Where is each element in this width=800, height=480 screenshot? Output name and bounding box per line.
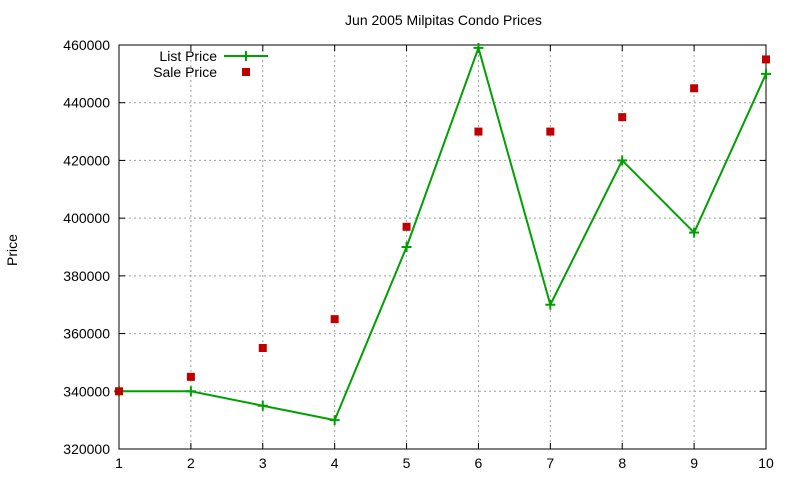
list-price-point bbox=[401, 242, 412, 252]
list-price-point bbox=[257, 400, 268, 411]
x-tick-label: 9 bbox=[690, 455, 698, 471]
sale-price-point bbox=[690, 84, 699, 93]
x-tick-label: 8 bbox=[618, 455, 626, 471]
sale-price-point bbox=[546, 127, 555, 136]
list-price-point bbox=[761, 68, 771, 79]
list-price-point bbox=[545, 299, 556, 310]
legend-label-list-price: List Price bbox=[159, 48, 217, 64]
x-tick-label: 10 bbox=[758, 455, 774, 471]
list-price-point bbox=[473, 42, 484, 53]
sale-price-point bbox=[330, 315, 339, 324]
x-tick-label: 1 bbox=[115, 455, 123, 471]
x-tick-label: 6 bbox=[475, 455, 483, 471]
y-tick-label: 420000 bbox=[63, 152, 110, 168]
y-tick-label: 380000 bbox=[63, 268, 110, 284]
list-price-point bbox=[185, 386, 196, 397]
legend-marker-list-price bbox=[241, 51, 251, 61]
axis-ticks: 1 2 3 4 5 6 7 8 9 10 320000 340000 360000 380000 40000… bbox=[63, 37, 774, 471]
x-tick-label: 5 bbox=[403, 455, 411, 471]
list-price-point bbox=[329, 415, 340, 426]
sale-price-point bbox=[115, 387, 123, 396]
y-tick-label: 440000 bbox=[63, 95, 110, 111]
x-tick-label: 7 bbox=[546, 455, 554, 471]
sale-price-point bbox=[402, 222, 411, 231]
sale-price-point bbox=[258, 344, 267, 352]
plot-frame bbox=[118, 44, 767, 450]
list-price-point bbox=[617, 155, 628, 166]
legend-label-sale-price: Sale Price bbox=[153, 64, 217, 80]
y-tick-label: 400000 bbox=[63, 210, 110, 226]
x-tick-label: 4 bbox=[331, 455, 339, 471]
y-tick-label: 340000 bbox=[63, 383, 110, 399]
y-tick-label: 320000 bbox=[63, 441, 110, 457]
x-tick-label: 2 bbox=[187, 455, 195, 471]
x-tick-label: 3 bbox=[259, 455, 267, 471]
list-price-point bbox=[689, 227, 700, 238]
sale-price-point bbox=[474, 127, 483, 136]
y-tick-label: 360000 bbox=[63, 326, 110, 342]
legend-swatch-sale-price bbox=[242, 68, 250, 76]
sale-price-point bbox=[762, 55, 770, 64]
y-axis-label: Price bbox=[4, 234, 20, 266]
list-price-line bbox=[119, 44, 767, 422]
y-tick-label: 460000 bbox=[63, 37, 110, 53]
sale-price-point bbox=[618, 113, 627, 122]
chart-title: Jun 2005 Milpitas Condo Prices bbox=[345, 12, 542, 28]
series bbox=[114, 42, 771, 426]
sale-price-point bbox=[186, 372, 195, 381]
